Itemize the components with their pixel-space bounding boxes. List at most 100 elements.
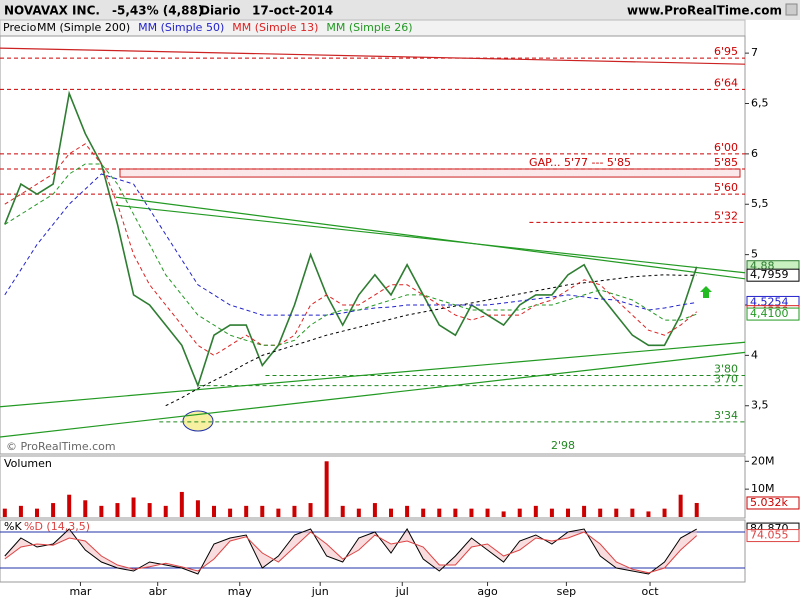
low-label: 2'98 bbox=[551, 439, 575, 452]
y-tick-label: 20M bbox=[751, 454, 775, 467]
level-label: 3'80 bbox=[714, 363, 738, 376]
stoch-panel bbox=[0, 519, 746, 583]
volume-bar bbox=[2, 508, 7, 517]
volume-bar bbox=[678, 494, 683, 517]
volume-bar bbox=[549, 508, 554, 517]
level-label: 5'32 bbox=[714, 209, 738, 222]
last-value-label: 74.055 bbox=[750, 529, 789, 542]
last-value-box bbox=[746, 268, 800, 282]
volume-bar bbox=[614, 508, 619, 517]
volume-bar bbox=[260, 505, 265, 517]
volume-bar bbox=[51, 503, 56, 517]
y-tick-label: 7 bbox=[751, 46, 758, 59]
volume-bar bbox=[437, 508, 442, 517]
volume-bar bbox=[244, 505, 249, 517]
volume-bar bbox=[421, 508, 426, 517]
volume-bar bbox=[212, 505, 217, 517]
volume-bar bbox=[598, 508, 603, 517]
volume-bar bbox=[179, 491, 184, 517]
site: www.ProRealTime.com bbox=[627, 4, 782, 18]
y-tick-label: 6,5 bbox=[751, 97, 769, 110]
x-tick-label: oct bbox=[642, 585, 660, 598]
legend-item: MM (Simple 26) bbox=[326, 21, 412, 34]
volume-bar bbox=[276, 508, 281, 517]
series-line bbox=[4, 528, 697, 575]
x-tick-label: abr bbox=[149, 585, 168, 598]
panel-label: %D (14,3,5) bbox=[24, 520, 90, 533]
volume-bar bbox=[195, 500, 200, 517]
x-tick-label: sep bbox=[557, 585, 576, 598]
volume-panel bbox=[0, 455, 746, 519]
gap-label: GAP... 5'77 --- 5'85 bbox=[529, 156, 631, 169]
trendline bbox=[0, 351, 746, 438]
volume-bar bbox=[582, 505, 587, 517]
level-label: 6'64 bbox=[714, 76, 738, 89]
last-value-label: 5.032k bbox=[750, 496, 788, 509]
legend-item: MM (Simple 50) bbox=[138, 21, 224, 34]
symbol: NOVAVAX INC. bbox=[4, 4, 100, 18]
volume-bar bbox=[356, 508, 361, 517]
change: -5,43% (4,88) bbox=[112, 4, 203, 18]
level-label: 5'60 bbox=[714, 181, 738, 194]
volume-bar bbox=[340, 505, 345, 517]
volume-bar bbox=[372, 503, 377, 517]
last-value-box bbox=[746, 307, 800, 321]
trendline bbox=[115, 204, 746, 274]
legend-item: Precio bbox=[3, 21, 37, 34]
y-tick-label: 5,5 bbox=[751, 197, 769, 210]
y-tick-label: 5 bbox=[751, 248, 758, 261]
panel-label: %K bbox=[4, 520, 22, 533]
level-label: 5'85 bbox=[714, 156, 738, 169]
volume-bar bbox=[115, 503, 120, 517]
last-value-label: 4,7959 bbox=[750, 268, 789, 281]
volume-bar bbox=[662, 508, 667, 517]
series-line bbox=[4, 173, 697, 316]
last-value-box bbox=[746, 529, 800, 543]
level-label: 3'34 bbox=[714, 409, 738, 422]
volume-bar bbox=[18, 505, 23, 517]
volume-bar bbox=[163, 505, 168, 517]
level-label: 6'95 bbox=[714, 45, 738, 58]
volume-bar bbox=[389, 508, 394, 517]
x-tick-label: jun bbox=[311, 585, 329, 598]
x-tick-label: mar bbox=[69, 585, 91, 598]
low-marker bbox=[182, 410, 214, 432]
level-label: 6'00 bbox=[714, 141, 738, 154]
volume-bar bbox=[630, 508, 635, 517]
level-label: 3'70 bbox=[714, 373, 738, 386]
volume-bar bbox=[147, 503, 152, 517]
legend-item: MM (Simple 13) bbox=[232, 21, 318, 34]
volume-bar bbox=[694, 502, 699, 517]
y-tick-label: 4 bbox=[751, 348, 758, 361]
y-tick-label: 6 bbox=[751, 147, 758, 160]
volume-bar bbox=[83, 500, 88, 517]
panel-label: Volumen bbox=[4, 457, 52, 470]
series-line bbox=[4, 163, 697, 346]
volume-bar bbox=[501, 511, 506, 517]
volume-bar bbox=[646, 511, 651, 517]
y-tick-label: 10M bbox=[751, 482, 775, 495]
series-line bbox=[4, 90, 698, 388]
series-line bbox=[165, 274, 697, 407]
series-line bbox=[4, 531, 698, 574]
volume-bar bbox=[324, 461, 329, 517]
x-tick-label: jul bbox=[395, 585, 409, 598]
x-tick-label: ago bbox=[477, 585, 498, 598]
window-button[interactable] bbox=[785, 3, 798, 16]
date: 17-oct-2014 bbox=[252, 4, 333, 18]
volume-bar bbox=[533, 505, 538, 517]
legend: Precio MM (Simple 200) MM (Simple 50) MM (S… bbox=[3, 21, 413, 34]
trendline bbox=[0, 341, 746, 408]
volume-bar bbox=[35, 508, 40, 517]
gap-band bbox=[119, 168, 741, 178]
volume-bar bbox=[469, 508, 474, 517]
volume-bar bbox=[485, 508, 490, 517]
volume-bar bbox=[228, 508, 233, 517]
legend-item: MM (Simple 200) bbox=[37, 21, 130, 34]
volume-bar bbox=[517, 508, 522, 517]
last-value-label: 4,4100 bbox=[750, 307, 789, 320]
header-bar bbox=[0, 0, 800, 20]
trendline bbox=[115, 196, 746, 280]
volume-bar bbox=[292, 505, 297, 517]
